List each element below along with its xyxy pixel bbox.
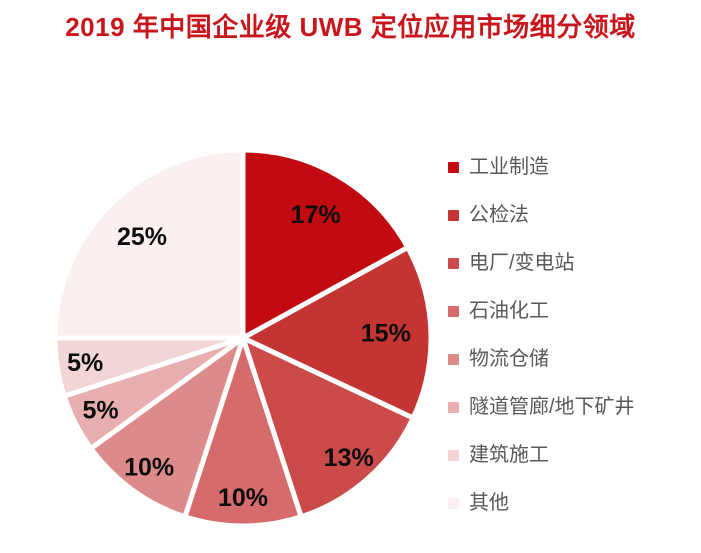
pie-slice-3 bbox=[182, 335, 304, 529]
pie-slice-0 bbox=[240, 147, 411, 341]
legend-swatch-icon bbox=[448, 305, 459, 317]
legend-swatch-icon bbox=[448, 497, 459, 509]
slice-label-4: 10% bbox=[124, 453, 174, 481]
legend-item-0: 工业制造 bbox=[448, 143, 635, 191]
slice-label-0: 17% bbox=[291, 201, 341, 229]
legend-label: 隧道管廊/地下矿井 bbox=[469, 396, 635, 418]
legend-item-6: 建筑施工 bbox=[448, 431, 635, 479]
slice-label-7: 25% bbox=[117, 223, 167, 251]
slice-label-3: 10% bbox=[218, 484, 268, 512]
legend-label: 其他 bbox=[469, 492, 509, 514]
legend-swatch-icon bbox=[448, 209, 459, 221]
legend-item-5: 隧道管廊/地下矿井 bbox=[448, 383, 635, 431]
slice-label-2: 13% bbox=[324, 444, 374, 472]
legend-swatch-icon bbox=[448, 257, 459, 269]
chart-title: 2019 年中国企业级 UWB 定位应用市场细分领域 bbox=[65, 12, 636, 42]
slice-label-6: 5% bbox=[67, 349, 103, 377]
legend-label: 石油化工 bbox=[469, 300, 549, 322]
legend-label: 物流仓储 bbox=[469, 348, 549, 370]
legend-item-7: 其他 bbox=[448, 479, 635, 527]
slice-label-1: 15% bbox=[361, 320, 411, 348]
legend-label: 公检法 bbox=[469, 204, 529, 226]
legend-item-3: 石油化工 bbox=[448, 287, 635, 335]
legend-label: 工业制造 bbox=[469, 156, 549, 178]
legend-item-1: 公检法 bbox=[448, 191, 635, 239]
legend-label: 电厂/变电站 bbox=[469, 252, 575, 274]
slice-label-5: 5% bbox=[83, 397, 119, 425]
pie-slice-1 bbox=[240, 244, 434, 421]
legend: 工业制造公检法电厂/变电站 石油化工物流仓储隧道管廊/地下矿井 建筑施工其他 bbox=[448, 143, 635, 527]
legend-swatch-icon bbox=[448, 449, 459, 461]
pie-slice-4 bbox=[88, 335, 246, 520]
pie-slice-7 bbox=[52, 147, 246, 341]
legend-swatch-icon bbox=[448, 161, 459, 173]
pie-slice-2 bbox=[240, 335, 416, 520]
legend-item-2: 电厂/变电站 bbox=[448, 239, 635, 287]
legend-swatch-icon bbox=[448, 353, 459, 365]
legend-swatch-icon bbox=[448, 401, 459, 413]
legend-label: 建筑施工 bbox=[469, 444, 549, 466]
legend-item-4: 物流仓储 bbox=[448, 335, 635, 383]
